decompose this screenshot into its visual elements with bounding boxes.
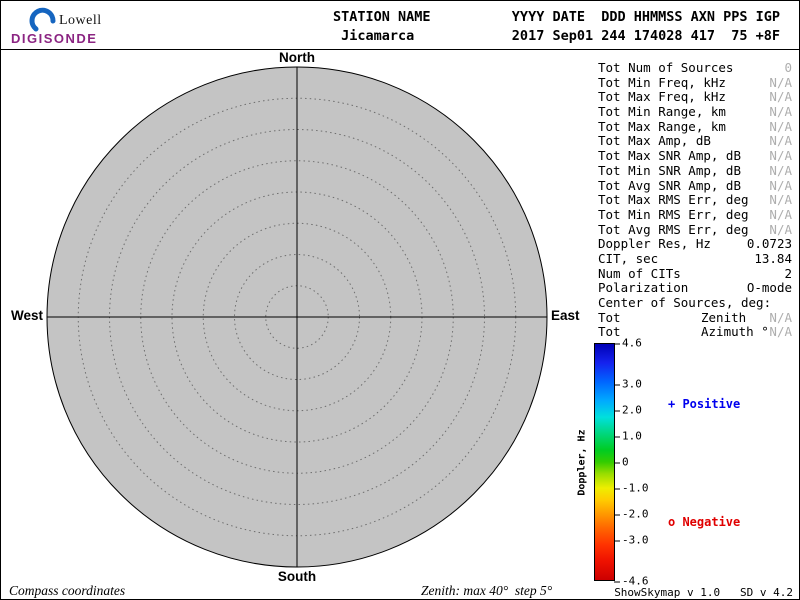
stat-label: Doppler Res, Hz [598, 236, 711, 252]
crosshair-lines [47, 67, 547, 567]
colorbar-tick: 1.0 [614, 429, 642, 443]
stat-value: O-mode [746, 280, 792, 296]
stat-row: Center of Sources, deg: [598, 295, 792, 311]
footer-zenith-range: Zenith: max 40° step 5° [421, 583, 553, 598]
stat-row: Tot Azimuth ° N/A [598, 325, 792, 340]
compass-label-east: East [551, 308, 580, 323]
stat-label: Center of Sources, deg: [598, 295, 772, 310]
colorbar-tick: -2.0 [614, 507, 649, 521]
stat-row: Tot Min RMS Err, deg N/A [598, 206, 792, 223]
header-divider [1, 49, 799, 50]
stat-value: 2 [784, 265, 792, 281]
legend-positive-doppler: + Positive [668, 397, 741, 411]
footer-coordinate-system: Compass coordinates [9, 583, 126, 598]
colorbar-tick: -4.6 [614, 574, 649, 588]
stat-row: Tot Min Freq, kHz N/A [598, 74, 792, 91]
stat-value: N/A [769, 177, 792, 193]
header-column-labels: STATION NAME YYYY DATE DDD HHMMSS AXN PP… [333, 9, 781, 25]
stat-label: Tot [598, 324, 621, 340]
colorbar-tick: 4.6 [614, 336, 642, 350]
stat-label: Tot Max SNR Amp, dB [598, 148, 741, 164]
stat-value: N/A [769, 133, 792, 149]
compass-label-north: North [279, 50, 315, 65]
stat-label: Tot Max RMS Err, deg [598, 192, 749, 208]
legend-negative-doppler: o Negative [668, 515, 741, 529]
stat-mid-label: Zenith [701, 309, 747, 325]
stat-value: 13.84 [754, 250, 792, 266]
stat-label: Tot Num of Sources [598, 60, 734, 75]
stat-label: Tot Max Freq, kHz [598, 89, 726, 105]
stat-value: N/A [769, 206, 792, 222]
stat-label: Tot Min SNR Amp, dB [598, 162, 741, 178]
stat-value: N/A [769, 221, 792, 237]
stat-row: Tot Zenith N/A [598, 309, 792, 326]
stat-row: Tot Min Range, km N/A [598, 104, 792, 120]
stat-label: Polarization [598, 280, 689, 296]
stat-value: N/A [769, 324, 792, 340]
stat-row: Tot Avg SNR Amp, dB N/A [598, 177, 792, 194]
stat-label: Tot Min Range, km [598, 104, 726, 120]
colorbar-tick: 0 [614, 455, 629, 469]
colorbar-tick: -3.0 [614, 533, 649, 547]
stat-value: N/A [769, 162, 792, 178]
stat-row: Tot Max Freq, kHz N/A [598, 90, 792, 105]
footer-version-info: ShowSkymap v 1.0 SD v 4.2 [614, 586, 793, 599]
colorbar-tick: 2.0 [614, 403, 642, 417]
compass-label-west: West [10, 308, 43, 323]
stat-row: Tot Num of Sources 0 [598, 60, 792, 76]
stat-mid-label: Azimuth ° [701, 324, 769, 340]
stat-row: Tot Avg RMS Err, deg N/A [598, 221, 792, 238]
stat-label: Num of CITs [598, 265, 681, 281]
stat-label: Tot Max Amp, dB [598, 133, 711, 149]
stat-row: Doppler Res, Hz 0.0723 [598, 237, 792, 252]
stat-label: Tot Avg SNR Amp, dB [598, 177, 741, 193]
stat-row: Tot Max RMS Err, deg N/A [598, 192, 792, 208]
stat-label: Tot Min RMS Err, deg [598, 206, 749, 222]
stat-row: Tot Max Range, km N/A [598, 118, 792, 135]
stat-row: Tot Min SNR Amp, dB N/A [598, 162, 792, 179]
stat-value: N/A [769, 89, 792, 105]
stat-value: N/A [769, 309, 792, 325]
logo-product-text: DIGISONDE [11, 31, 98, 46]
header-column-values: Jicamarca 2017 Sep01 244 174028 417 75 +… [333, 28, 781, 44]
stat-label: Tot Max Range, km [598, 118, 726, 134]
stat-label: CIT, sec [598, 250, 659, 266]
lowell-swoosh-icon [29, 7, 56, 32]
statistics-panel: Tot Num of Sources 0 Tot Min Freq, kHz N/A… [598, 60, 792, 340]
colorbar-tick: -1.0 [614, 481, 649, 495]
stat-value: N/A [769, 118, 792, 134]
stat-row: Num of CITs 2 [598, 265, 792, 282]
stat-value: N/A [769, 74, 792, 90]
compass-label-south: South [277, 569, 317, 584]
stat-value: N/A [769, 104, 792, 120]
stat-row: CIT, sec 13.84 [598, 250, 792, 267]
stat-label: Tot Min Freq, kHz [598, 74, 726, 90]
lowell-digisonde-logo: Lowell DIGISONDE [9, 5, 129, 49]
logo-brand-text: Lowell [59, 13, 102, 28]
stat-value: N/A [769, 192, 792, 208]
stat-value: 0.0723 [746, 236, 792, 252]
stat-row: Tot Max SNR Amp, dB N/A [598, 148, 792, 164]
stat-value: N/A [769, 148, 792, 164]
colorbar-tick: 3.0 [614, 377, 642, 391]
stat-row: Tot Max Amp, dB N/A [598, 134, 792, 149]
stat-value: 0 [784, 60, 792, 75]
doppler-colorbar [594, 343, 615, 581]
stat-label: Tot Avg RMS Err, deg [598, 221, 749, 237]
stat-row: Polarization O-mode [598, 281, 792, 296]
stat-label: Tot [598, 309, 621, 325]
colorbar-axis-title: Doppler, Hz [576, 429, 588, 496]
skymap-polar-plot [46, 66, 548, 568]
